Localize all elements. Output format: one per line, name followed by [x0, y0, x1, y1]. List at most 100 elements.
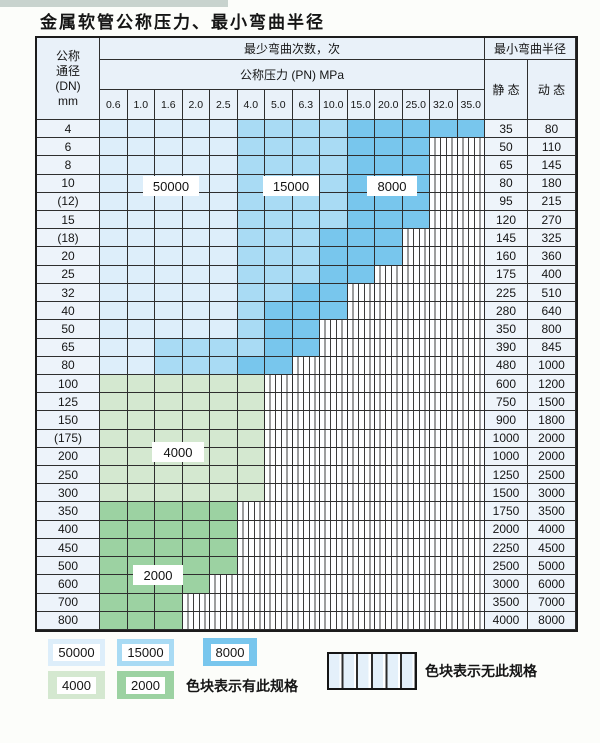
pressure-column-header: 1.6 — [155, 90, 183, 120]
no-spec-cell — [265, 393, 293, 412]
no-spec-cell — [375, 320, 403, 339]
dn-cell: 6 — [37, 138, 100, 157]
spec-cell-8000 — [265, 302, 293, 321]
no-spec-cell — [237, 593, 265, 612]
no-spec-cell — [375, 575, 403, 594]
spec-cell-4000 — [155, 374, 183, 394]
spec-cell-8000 — [375, 211, 403, 230]
dynamic-radius-cell: 360 — [528, 247, 576, 266]
spec-cell-50000 — [182, 320, 210, 339]
spec-cell-2000 — [100, 575, 128, 594]
scan-artifact-bar — [0, 0, 228, 7]
dynamic-radius-cell: 4500 — [528, 538, 576, 558]
no-spec-cell — [430, 593, 458, 612]
no-spec-cell — [402, 411, 430, 430]
page-title: 金属软管公称压力、最小弯曲半径 — [40, 13, 325, 33]
dn-cell: 400 — [37, 520, 100, 539]
spec-cell-50000 — [182, 138, 210, 157]
spec-cell-15000 — [320, 211, 348, 230]
header-dn-line: 公称 — [55, 48, 80, 63]
spec-cell-50000 — [182, 120, 210, 139]
spec-cell-50000 — [155, 265, 183, 284]
no-spec-cell — [237, 520, 265, 539]
no-spec-cell — [402, 575, 430, 594]
no-spec-cell — [375, 429, 403, 448]
no-spec-cell — [430, 265, 458, 284]
spec-cell-4000 — [127, 447, 155, 467]
legend-swatch-label: 50000 — [53, 644, 100, 661]
no-spec-cell — [292, 447, 320, 467]
pressure-column-header: 0.6 — [100, 90, 128, 120]
spec-cell-50000 — [127, 192, 155, 212]
header-dn-line: mm — [58, 93, 78, 108]
spec-cell-50000 — [100, 211, 128, 230]
legend-has-spec-text: 色块表示有此规格 — [186, 678, 298, 694]
spec-cell-2000 — [182, 538, 210, 558]
no-spec-cell — [457, 156, 485, 175]
no-spec-cell — [375, 283, 403, 303]
spec-cell-15000 — [237, 156, 265, 175]
spec-cell-2000 — [100, 502, 128, 521]
no-spec-cell — [402, 229, 430, 248]
spec-cell-50000 — [182, 192, 210, 212]
spec-cell-50000 — [182, 156, 210, 175]
dynamic-radius-cell: 1200 — [528, 374, 576, 394]
static-radius-cell: 280 — [485, 302, 528, 321]
spec-cell-2000 — [127, 502, 155, 521]
spec-cell-8000 — [265, 338, 293, 357]
spec-cell-50000 — [127, 320, 155, 339]
spec-cell-50000 — [182, 302, 210, 321]
no-spec-cell — [375, 593, 403, 612]
no-spec-cell — [265, 520, 293, 539]
spec-cell-50000 — [155, 247, 183, 266]
dn-cell: 800 — [37, 611, 100, 630]
spec-cell-8000 — [292, 320, 320, 339]
spec-cell-8000 — [320, 265, 348, 284]
spec-cell-2000 — [210, 538, 238, 558]
no-spec-cell — [292, 466, 320, 485]
spec-cell-15000 — [265, 138, 293, 157]
static-radius-cell: 2000 — [485, 520, 528, 539]
no-spec-cell — [292, 611, 320, 630]
spec-cell-4000 — [100, 466, 128, 485]
no-spec-cell — [375, 538, 403, 558]
dynamic-radius-cell: 7000 — [528, 593, 576, 612]
no-spec-cell — [457, 520, 485, 539]
no-spec-cell — [430, 356, 458, 375]
spec-cell-4000 — [155, 411, 183, 430]
spec-cell-2000 — [127, 593, 155, 612]
no-spec-cell — [292, 575, 320, 594]
static-radius-cell: 3500 — [485, 593, 528, 612]
spec-cell-50000 — [127, 302, 155, 321]
static-radius-cell: 750 — [485, 393, 528, 412]
dn-cell: 450 — [37, 538, 100, 558]
no-spec-cell — [347, 338, 375, 357]
header-bend-cycles: 最少弯曲次数，次 — [100, 38, 485, 60]
spec-cell-8000 — [457, 120, 485, 139]
no-spec-cell — [457, 575, 485, 594]
spec-cell-50000 — [210, 247, 238, 266]
spec-cell-2000 — [155, 593, 183, 612]
dynamic-radius-cell: 325 — [528, 229, 576, 248]
spec-cell-2000 — [100, 593, 128, 612]
spec-cell-4000 — [237, 374, 265, 394]
spec-cell-50000 — [127, 283, 155, 303]
spec-cell-50000 — [100, 247, 128, 266]
spec-cell-15000 — [265, 211, 293, 230]
spec-cell-4000 — [210, 484, 238, 503]
spec-cell-15000 — [210, 338, 238, 357]
legend-no-spec-text: 色块表示无此规格 — [425, 663, 537, 679]
spec-cell-50000 — [127, 265, 155, 284]
static-radius-cell: 65 — [485, 156, 528, 175]
spec-cell-8000 — [375, 156, 403, 175]
pressure-column-header: 10.0 — [320, 90, 348, 120]
no-spec-cell — [320, 484, 348, 503]
spec-cell-15000 — [237, 302, 265, 321]
no-spec-cell — [430, 320, 458, 339]
spec-cell-4000 — [237, 393, 265, 412]
spec-cell-50000 — [155, 283, 183, 303]
spec-cell-15000 — [265, 265, 293, 284]
static-radius-cell: 480 — [485, 356, 528, 375]
no-spec-cell — [292, 356, 320, 375]
static-radius-cell: 160 — [485, 247, 528, 266]
